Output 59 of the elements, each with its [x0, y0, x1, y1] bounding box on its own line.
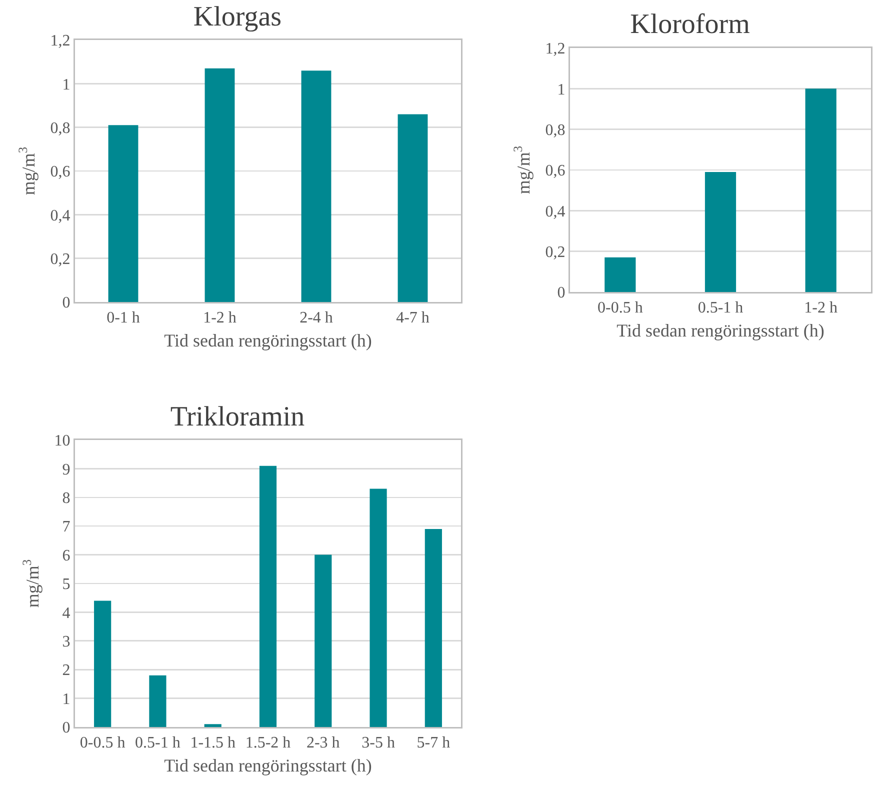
y-tick-label: 10 — [54, 432, 70, 450]
bar — [805, 88, 836, 292]
x-tick-label: 1-2 h — [804, 300, 838, 317]
bar — [370, 488, 387, 727]
y-tick-label: 0 — [62, 720, 70, 737]
x-tick-label: 2-4 h — [300, 310, 333, 327]
y-tick-label: 4 — [62, 604, 70, 622]
x-tick-label: 0-0.5 h — [80, 734, 126, 752]
x-axis-title: Tid sedan rengöringsstart (h) — [164, 756, 372, 776]
y-tick-label: 0,8 — [545, 122, 566, 139]
x-tick-label: 0-0.5 h — [598, 300, 643, 317]
bar — [204, 724, 222, 727]
bar — [604, 257, 636, 292]
x-axis-title: Tid sedan rengöringsstart (h) — [164, 330, 372, 351]
y-tick-label: 0,2 — [50, 250, 70, 268]
bar — [398, 114, 428, 302]
x-tick-label: 2-3 h — [306, 734, 340, 752]
x-tick-label: 5-7 h — [416, 734, 450, 752]
bar — [259, 466, 277, 727]
chart-title: Trikloramin — [170, 402, 305, 433]
bar — [204, 68, 235, 302]
y-tick-label: 5 — [62, 576, 70, 594]
y-tick-label: 1,2 — [50, 32, 70, 50]
bar — [149, 675, 166, 727]
y-tick-label: 2 — [62, 662, 70, 680]
y-tick-label: 0,6 — [50, 164, 70, 181]
x-tick-label: 0-1 h — [106, 310, 140, 327]
bar — [301, 70, 332, 302]
y-tick-label: 1 — [557, 81, 566, 98]
y-tick-label: 9 — [62, 461, 70, 478]
x-tick-label: 4-7 h — [396, 310, 430, 327]
y-tick-label: 0 — [557, 284, 566, 302]
bar — [94, 600, 112, 727]
x-tick-label: 0.5-1 h — [698, 300, 744, 317]
y-tick-label: 6 — [62, 547, 70, 564]
x-axis-title: Tid sedan rengöringsstart (h) — [616, 320, 824, 341]
y-tick-label: 0,6 — [545, 162, 566, 180]
y-tick-label: 7 — [62, 518, 70, 536]
y-tick-label: 0,4 — [545, 203, 566, 220]
chart-title: Kloroform — [630, 9, 750, 40]
chart-title: Klorgas — [193, 1, 282, 32]
y-tick-label: 1,2 — [545, 40, 566, 58]
x-tick-label: 3-5 h — [362, 734, 395, 752]
x-tick-label: 0.5-1 h — [135, 734, 180, 752]
y-tick-label: 3 — [62, 634, 70, 650]
y-tick-label: 0 — [62, 294, 70, 312]
x-tick-label: 1-2 h — [203, 310, 236, 327]
y-tick-label: 1 — [62, 690, 70, 708]
x-tick-label: 1.5-2 h — [245, 734, 291, 752]
y-tick-label: 0,4 — [50, 207, 70, 224]
bar — [314, 554, 332, 727]
bar — [108, 125, 138, 302]
bar — [424, 528, 442, 727]
x-tick-label: 1-1.5 h — [190, 734, 236, 752]
bar — [704, 172, 736, 292]
y-tick-label: 0,8 — [50, 120, 70, 137]
y-tick-label: 8 — [62, 490, 70, 507]
y-tick-label: 1 — [62, 76, 70, 94]
y-tick-label: 0,2 — [545, 244, 566, 261]
